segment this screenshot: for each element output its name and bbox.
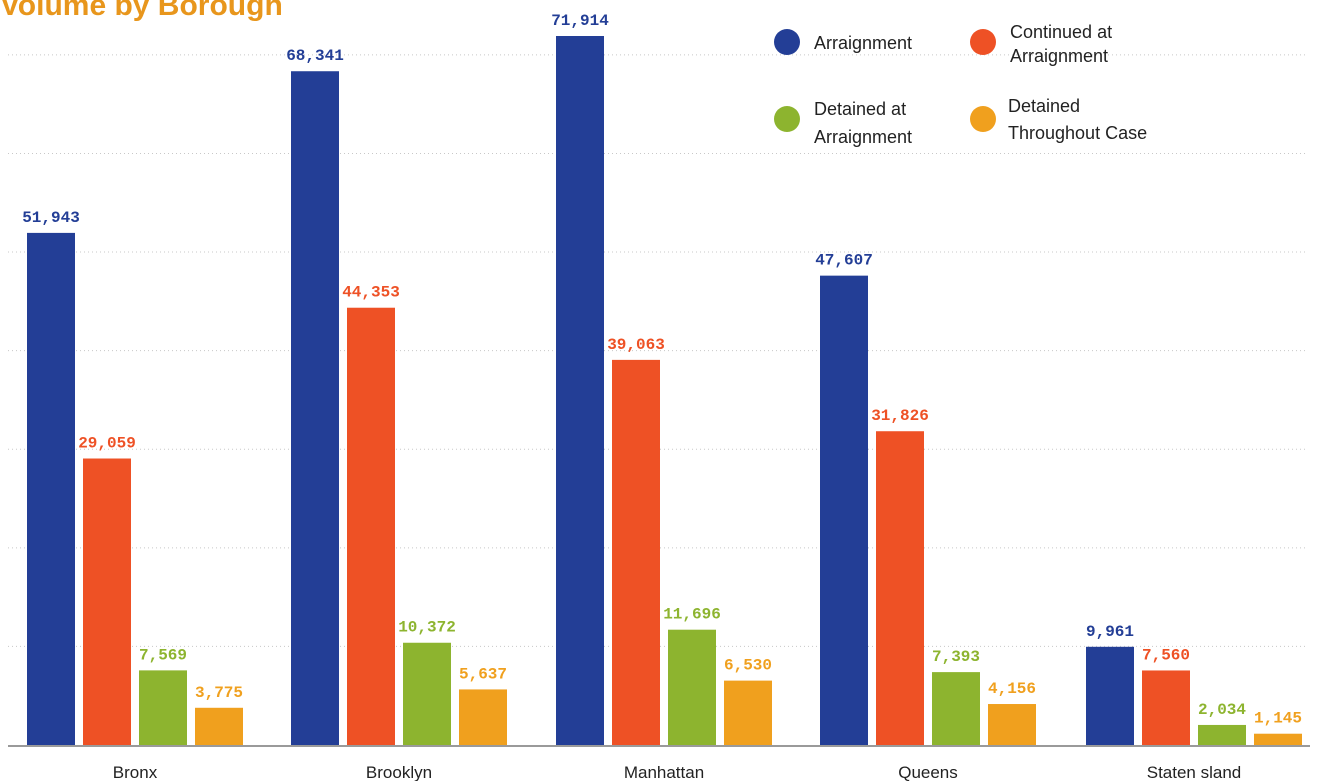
bar [668, 629, 716, 745]
bar [195, 707, 243, 745]
data-label: 7,569 [139, 646, 187, 664]
data-label: 71,914 [551, 12, 609, 30]
data-label: 4,156 [988, 680, 1036, 698]
data-label: 39,063 [607, 336, 665, 354]
legend-label: Arraignment [814, 33, 912, 53]
bar [1086, 646, 1134, 745]
data-label: 11,696 [663, 606, 721, 624]
data-label: 9,961 [1086, 623, 1134, 641]
bar [1142, 670, 1190, 745]
bar [1198, 724, 1246, 745]
bar [724, 680, 772, 745]
bar [139, 670, 187, 745]
bar [347, 307, 395, 745]
legend-label: Arraignment [814, 127, 912, 147]
bar [876, 431, 924, 745]
data-label: 31,826 [871, 407, 929, 425]
category-label: Staten sland [1147, 763, 1242, 781]
legend-swatch [970, 106, 996, 132]
category-label: Queens [898, 763, 958, 781]
category-label: Brooklyn [366, 763, 432, 781]
data-label: 7,560 [1142, 646, 1190, 664]
legend-swatch [970, 29, 996, 55]
data-label: 47,607 [815, 252, 873, 270]
bar [459, 689, 507, 745]
data-label: 68,341 [286, 47, 344, 65]
data-label: 1,145 [1254, 710, 1302, 728]
data-label: 2,034 [1198, 701, 1246, 719]
data-label: 44,353 [342, 284, 400, 302]
bar [403, 642, 451, 745]
legend-label: Detained at [814, 99, 906, 119]
chart-title: Volume by Borough [0, 0, 283, 22]
data-label: 10,372 [398, 619, 456, 637]
legend-label: Throughout Case [1008, 123, 1147, 143]
category-labels: Bronx Brooklyn Manhattan Queens Staten sland [113, 763, 1241, 781]
bar [820, 275, 868, 745]
value-labels: 51,943 68,341 71,914 47,607 9,961 29,059 44,35… [22, 12, 1302, 728]
legend: Arraignment Continued at Arraignment Detain… [774, 22, 1147, 147]
legend-swatch [774, 106, 800, 132]
category-label: Manhattan [624, 763, 704, 781]
bar [612, 359, 660, 745]
bar [83, 458, 131, 745]
legend-label: Arraignment [1010, 46, 1108, 66]
legend-label: Detained [1008, 96, 1080, 116]
bar [556, 36, 604, 745]
bar [988, 704, 1036, 745]
legend-swatch [774, 29, 800, 55]
bar [291, 71, 339, 746]
bar [27, 232, 75, 746]
bar [932, 672, 980, 745]
category-label: Bronx [113, 763, 158, 781]
legend-label: Continued at [1010, 22, 1112, 42]
bars [27, 36, 1302, 746]
data-label: 5,637 [459, 665, 507, 683]
data-label: 29,059 [78, 435, 136, 453]
data-label: 3,775 [195, 684, 243, 702]
bar [1254, 733, 1302, 745]
data-label: 7,393 [932, 648, 980, 666]
data-label: 6,530 [724, 657, 772, 675]
data-label: 51,943 [22, 209, 80, 227]
